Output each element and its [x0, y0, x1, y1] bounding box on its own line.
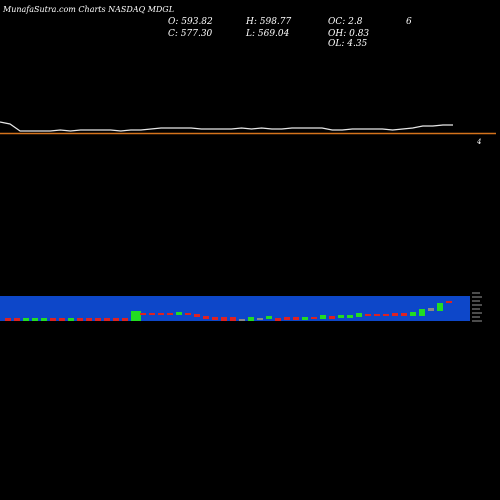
candle	[212, 317, 218, 320]
candle	[266, 316, 272, 319]
candle	[419, 309, 425, 316]
right-price-label: 4	[477, 138, 482, 146]
price-line	[0, 121, 453, 132]
candle	[32, 318, 38, 321]
candle	[248, 317, 254, 321]
candle	[104, 318, 110, 321]
candle	[302, 317, 308, 320]
source-label: MunafaSutra.com	[3, 5, 76, 14]
candle	[356, 313, 362, 317]
candle	[257, 318, 263, 320]
candle	[23, 318, 29, 321]
candle	[338, 315, 344, 318]
low-value: L: 569.04	[246, 29, 290, 39]
candle	[239, 319, 245, 321]
candle	[122, 318, 128, 321]
candle	[392, 313, 398, 316]
candle	[140, 313, 146, 315]
candle	[194, 314, 200, 317]
candle-group	[5, 301, 452, 321]
high-value: H: 598.77	[246, 17, 292, 27]
oc-value: OC: 2.8	[328, 17, 363, 27]
candle	[221, 317, 227, 321]
candle	[293, 317, 299, 320]
candle	[383, 314, 389, 316]
candle	[401, 313, 407, 316]
candle	[86, 318, 92, 321]
candle	[149, 313, 155, 315]
candle	[41, 318, 47, 321]
candle	[230, 317, 236, 321]
price-scale-ticks	[472, 292, 482, 322]
candle	[131, 311, 141, 321]
candle	[374, 314, 380, 316]
candle	[167, 313, 173, 315]
candle	[284, 317, 290, 320]
candle	[158, 313, 164, 315]
candle	[365, 314, 371, 316]
close-value: C: 577.30	[168, 29, 213, 39]
open-value: O: 593.82	[168, 17, 213, 27]
volume-band	[0, 296, 470, 321]
candle	[203, 316, 209, 319]
candle	[113, 318, 119, 321]
extra-value: 6	[406, 17, 412, 27]
candle	[176, 312, 182, 315]
candle	[5, 318, 11, 321]
candle	[347, 315, 353, 318]
candle	[59, 318, 65, 321]
candle	[50, 318, 56, 321]
ticker-label: Charts NASDAQ MDGL	[78, 5, 175, 14]
candle	[275, 318, 281, 321]
candle	[77, 318, 83, 321]
candle	[437, 303, 443, 311]
candle	[329, 316, 335, 319]
candle	[14, 318, 20, 321]
candle	[68, 318, 74, 321]
candle	[95, 318, 101, 321]
ol-value: OL: 4.35	[328, 39, 368, 49]
chart-header: MunafaSutra.com Charts NASDAQ MDGL	[3, 5, 174, 14]
oh-value: OH: 0.83	[328, 29, 370, 39]
candle	[320, 315, 326, 319]
candle	[410, 312, 416, 316]
candle	[185, 313, 191, 315]
candle	[311, 317, 317, 319]
candle	[428, 308, 434, 311]
candle	[446, 301, 452, 303]
